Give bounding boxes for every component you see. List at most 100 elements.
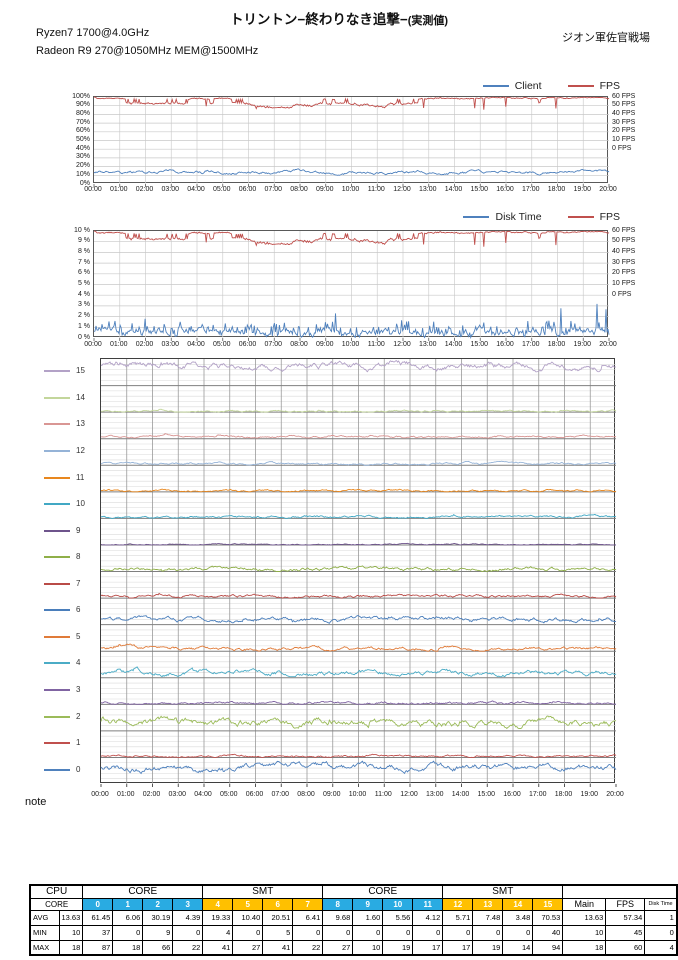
core-legend-swatch-15 [44,370,70,373]
x-axis-tick: 07:00 [271,791,290,798]
core-legend-swatch-2 [44,715,70,718]
left-axis-tick: 10 % [74,226,90,234]
core-value: 22 [292,939,324,956]
core-value: 3.48 [502,909,534,926]
core-legend-swatch-5 [44,635,70,638]
x-axis-tick: 12:00 [393,341,411,348]
x-axis-tick: 11:00 [374,791,392,798]
x-axis-tick: 01:00 [109,186,128,193]
core-value: 18 [112,939,144,956]
x-axis-tick: 14:00 [451,791,470,798]
right-axis-tick: 40 FPS [612,109,636,117]
left-axis-tick: 100% [72,92,90,100]
core-value: 1.60 [352,909,384,926]
x-axis-tick: 04:00 [194,791,212,798]
fps-value: 60 [605,939,646,956]
core-legend-swatch-12 [44,449,70,452]
left-axis-tick: 9 % [77,237,90,245]
x-axis-tick: 00:00 [84,341,102,348]
core-value: 0 [382,924,414,941]
legend-label: FPS [599,80,620,92]
legend-line-swatch [567,85,594,87]
core-header-label: CORE [29,897,84,911]
left-axis-tick: 7 % [77,258,90,266]
x-axis-tick: 07:00 [264,186,283,193]
x-axis-tick: 18:00 [547,186,566,193]
right-axis-tick: 40 FPS [612,247,636,255]
fps-value: 57.34 [605,909,646,926]
x-axis-tick: 12:00 [400,791,418,798]
x-axis-tick: 20:00 [599,186,617,193]
main-value: 10 [562,924,607,941]
x-axis-tick: 06:00 [238,341,257,348]
cpu-value: 10 [58,924,84,941]
x-axis-tick: 17:00 [521,341,540,348]
x-axis-tick: 03:00 [161,341,180,348]
left-axis-tick: 40% [75,144,90,152]
core-legend-swatch-4 [44,662,70,665]
row-label-min: MIN [29,924,60,941]
core-value: 10.40 [232,909,264,926]
core-number-header: 5 [232,897,264,911]
core-value: 6.41 [292,909,324,926]
core-value: 17 [412,939,444,956]
core-number-header: 8 [322,897,354,911]
core-series-14 [100,408,617,413]
core-legend-swatch-10 [44,503,70,506]
disktime-fps-legend: Disk Time FPS [330,210,620,224]
right-axis-tick: 0 FPS [612,290,632,298]
left-axis-tick: 0 % [77,333,90,341]
x-axis-tick: 03:00 [161,186,180,193]
core-series-4 [100,666,617,678]
core-legend-label-14: 14 [76,392,85,402]
core-legend-label-10: 10 [76,499,85,509]
row-label-avg: AVG [29,909,60,926]
core-value: 9.68 [322,909,354,926]
core-value: 70.53 [532,909,564,926]
x-axis-tick: 20:00 [599,341,617,348]
core-legend-label-13: 13 [76,419,85,429]
core-value: 19.33 [202,909,234,926]
core-value: 17 [442,939,474,956]
core-number-header: 7 [292,897,324,911]
core-value: 4.12 [412,909,444,926]
group-header-blank [562,884,678,899]
core-number-header: 6 [262,897,294,911]
core-value: 0 [472,924,504,941]
core-value: 0 [172,924,204,941]
x-axis-tick: 06:00 [238,186,257,193]
battlefield-label: ジオン軍佐官戦場 [562,32,650,44]
right-axis-tick: 20 FPS [612,269,636,277]
x-axis-tick: 01:00 [116,791,135,798]
core-series-12 [100,460,617,466]
core-value: 0 [502,924,534,941]
group-header-smt: SMT [442,884,564,899]
left-axis-tick: 30% [75,153,90,161]
core-legend-label-3: 3 [76,685,81,695]
core-value: 37 [82,924,114,941]
core-value: 4 [202,924,234,941]
core-legend-swatch-7 [44,582,70,585]
group-header-core: CORE [82,884,204,899]
core-value: 40 [532,924,564,941]
core-value: 41 [262,939,294,956]
left-axis-tick: 1 % [77,322,90,330]
x-axis-tick: 02:00 [142,791,161,798]
disktime-value: 1 [644,909,678,926]
core-legend-label-15: 15 [76,366,85,376]
core-number-header: 0 [82,897,114,911]
core-series-2 [100,715,617,730]
x-axis-tick: 11:00 [367,341,385,348]
x-axis-tick: 05:00 [212,341,231,348]
x-axis-tick: 15:00 [470,341,489,348]
core-number-header: 15 [532,897,564,911]
core-value: 7.48 [472,909,504,926]
core-series-3 [100,700,617,705]
x-axis-tick: 19:00 [573,186,592,193]
x-axis-tick: 06:00 [245,791,264,798]
core-number-header: 1 [112,897,144,911]
x-axis-tick: 09:00 [322,791,341,798]
core-series-8 [100,565,617,572]
x-axis-tick: 14:00 [444,186,463,193]
